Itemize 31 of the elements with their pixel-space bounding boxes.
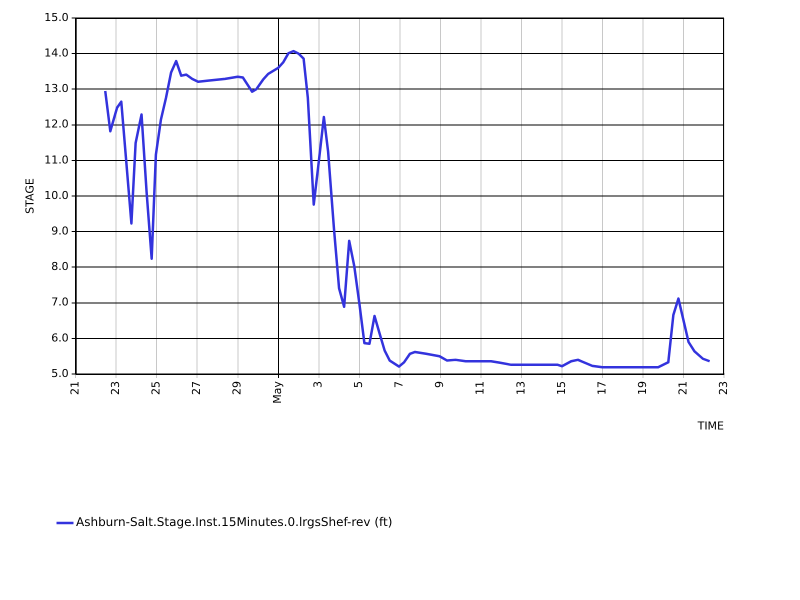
y-tick-label: 6.0 [51,331,69,344]
x-tick-label: 23 [716,381,730,396]
y-tick-label: 13.0 [44,82,69,96]
x-tick-label: 11 [474,381,487,396]
x-tick-label: 23 [109,381,122,396]
y-tick-label: 14.0 [44,46,69,60]
x-tick-label: 17 [595,381,608,396]
y-tick-label: 15.0 [44,10,69,24]
x-tick-label: 21 [68,381,82,396]
y-tick-label: 10.0 [44,188,69,202]
x-tick-label: 25 [150,381,163,396]
y-tick-label: 12.0 [44,118,69,131]
y-tick-label: 8.0 [51,260,69,274]
x-tick-label: 27 [190,381,204,396]
x-tick-label: 7 [392,381,406,388]
x-tick-label: 21 [676,381,690,396]
x-tick-label: May [271,380,284,404]
x-tick-label: 15 [554,381,568,396]
x-tick-label: 13 [514,381,528,396]
x-tick-label: 19 [636,381,649,396]
x-tick-label: 5 [352,381,366,388]
x-tick-label: 9 [433,381,446,388]
x-axis-title: TIME [696,419,724,432]
x-tick-label: 29 [230,381,244,396]
legend-label: Ashburn-Salt.Stage.Inst.15Minutes.0.lrgsShef-rev (ft) [76,515,392,530]
x-tick-label: 3 [312,381,325,388]
y-axis-title: STAGE [23,178,36,214]
y-tick-label: 7.0 [51,296,69,309]
y-tick-label: 11.0 [44,153,69,166]
y-tick-label: 5.0 [51,366,69,380]
y-tick-label: 9.0 [51,224,69,238]
